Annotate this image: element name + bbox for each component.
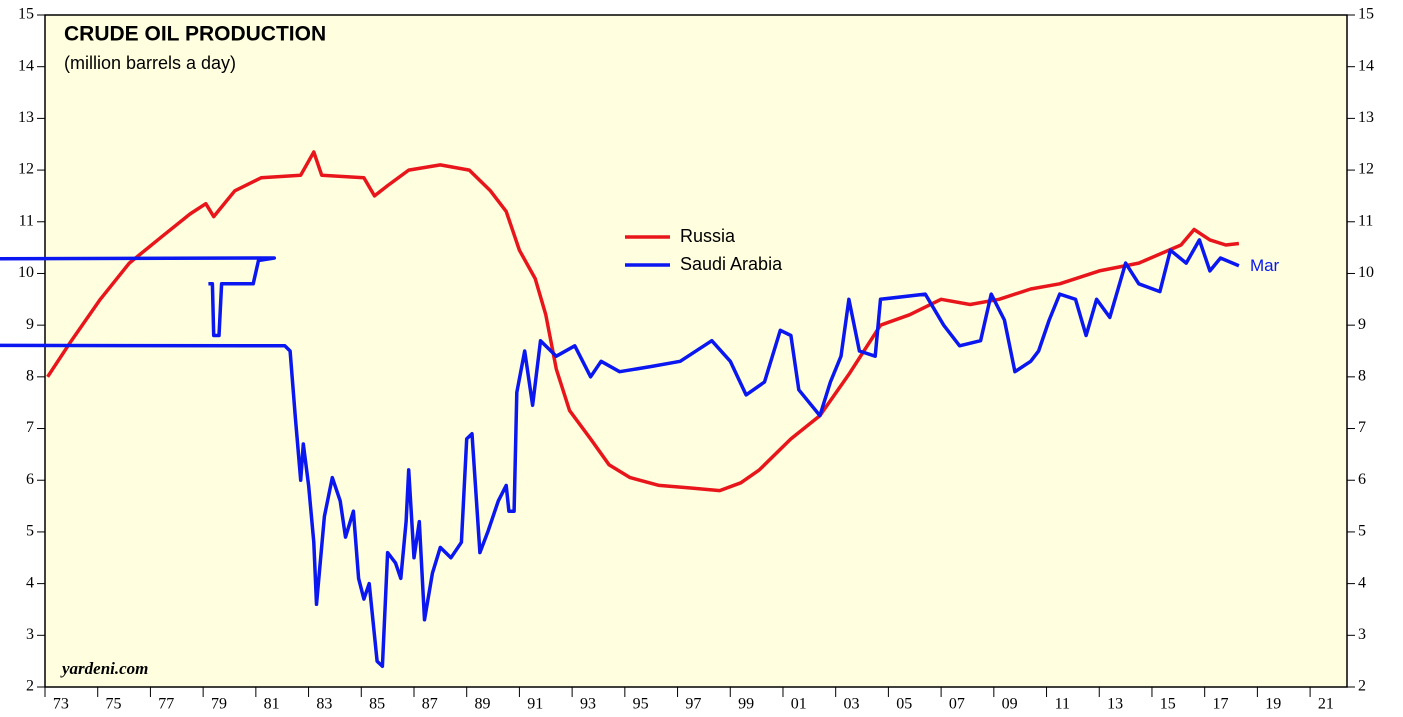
x-tick-label: 05 (896, 696, 912, 713)
y2-tick-label: 4 (1358, 574, 1366, 591)
y-tick-label: 3 (26, 626, 34, 643)
series-line (46, 150, 1240, 493)
y-tick-label: 9 (26, 316, 34, 333)
y-tick-label: 2 (26, 678, 34, 695)
y2-tick-label: 7 (1358, 419, 1366, 436)
x-tick-label: 07 (949, 696, 965, 713)
y-tick-label: 13 (18, 109, 34, 126)
x-tick-label: 97 (685, 696, 701, 713)
x-tick-label: 77 (158, 696, 174, 713)
y2-tick-label: 14 (1358, 57, 1374, 74)
annotation: Mar (1250, 256, 1280, 275)
y2-tick-label: 6 (1358, 471, 1366, 488)
y2-tick-label: 8 (1358, 368, 1366, 385)
y2-tick-label: 2 (1358, 678, 1366, 695)
y2-tick-label: 3 (1358, 626, 1366, 643)
y-tick-label: 7 (26, 419, 34, 436)
legend: Russia Saudi Arabia (625, 226, 783, 274)
legend-label: Russia (680, 226, 736, 246)
x-tick-label: 15 (1160, 696, 1176, 713)
x-tick-label: 87 (422, 696, 438, 713)
y2-tick-label: 12 (1358, 161, 1374, 178)
x-tick-label: 85 (369, 696, 385, 713)
chart-subtitle: (million barrels a day) (64, 53, 236, 73)
x-tick-label: 93 (580, 696, 596, 713)
x-tick-label: 99 (738, 696, 754, 713)
y-tick-label: 14 (18, 57, 34, 74)
x-tick-label: 11 (1055, 696, 1070, 713)
x-tick-label: 01 (791, 696, 807, 713)
x-tick-label: 03 (844, 696, 860, 713)
y2-tick-label: 9 (1358, 316, 1366, 333)
y-tick-label: 12 (18, 161, 34, 178)
x-tick-label: 79 (211, 696, 227, 713)
y2-tick-label: 5 (1358, 523, 1366, 540)
x-tick-label: 91 (527, 696, 543, 713)
y2-tick-label: 13 (1358, 109, 1374, 126)
x-tick-label: 75 (106, 696, 122, 713)
y2-tick-label: 10 (1358, 264, 1374, 281)
legend-label: Saudi Arabia (680, 254, 783, 274)
y-tick-label: 5 (26, 523, 34, 540)
x-tick-label: 73 (53, 696, 69, 713)
series-line (0, 238, 1240, 669)
x-tick-label: 13 (1107, 696, 1123, 713)
y-tick-label: 10 (18, 264, 34, 281)
y-tick-label: 6 (26, 471, 34, 488)
y-tick-label: 4 (26, 574, 34, 591)
x-tick-label: 21 (1318, 696, 1334, 713)
y2-tick-label: 11 (1358, 212, 1373, 229)
x-tick-label: 81 (264, 696, 280, 713)
source: yardeni.com (60, 659, 148, 678)
x-tick-label: 17 (1212, 696, 1228, 713)
x-tick-label: 89 (475, 696, 491, 713)
chart-title: CRUDE OIL PRODUCTION (64, 23, 326, 46)
y-tick-label: 8 (26, 368, 34, 385)
x-tick-label: 09 (1002, 696, 1018, 713)
x-tick-label: 95 (633, 696, 649, 713)
y-tick-label: 11 (19, 212, 34, 229)
y2-tick-label: 15 (1358, 6, 1374, 23)
x-tick-label: 83 (316, 696, 332, 713)
x-tick-label: 19 (1265, 696, 1281, 713)
y-tick-label: 15 (18, 6, 34, 23)
